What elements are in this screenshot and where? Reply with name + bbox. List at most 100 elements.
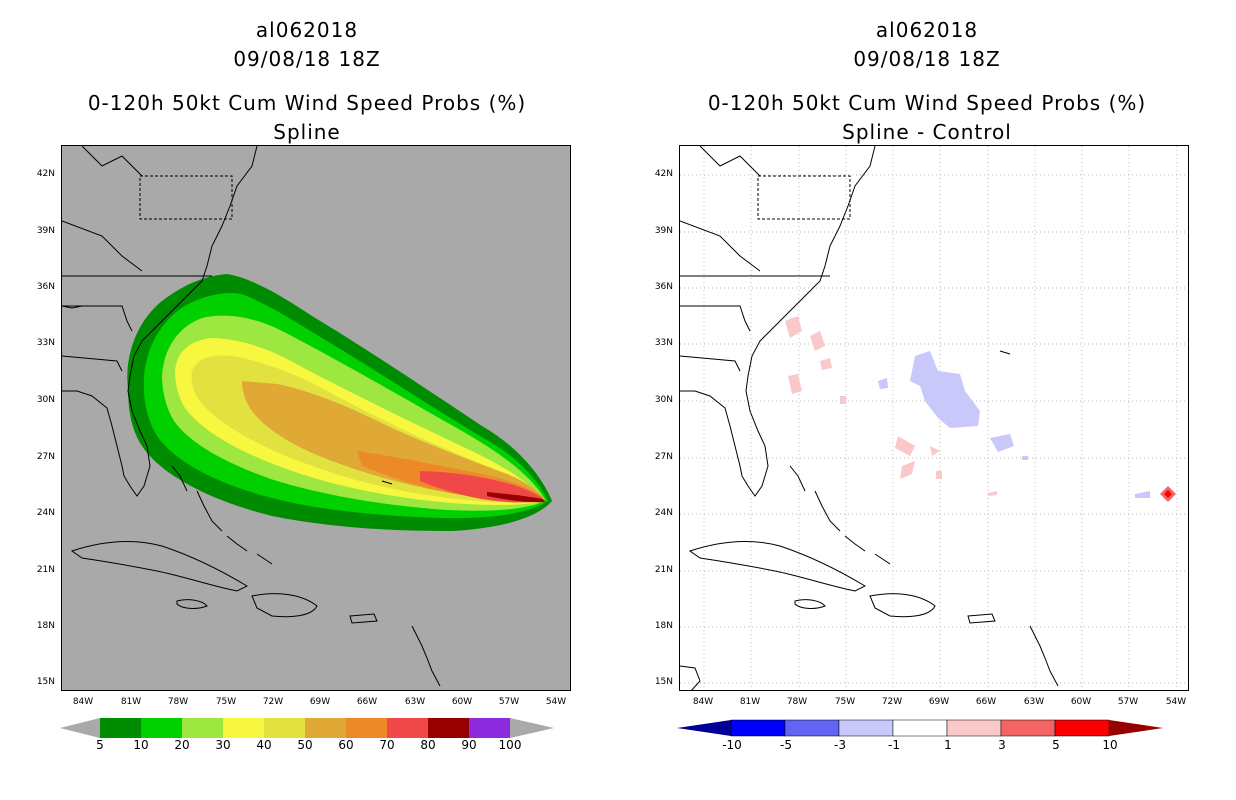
left-colorbar-cells xyxy=(100,718,510,738)
left-colorbar-cell xyxy=(387,718,428,738)
diff-positive-patch xyxy=(785,316,802,338)
lon-label: 54W xyxy=(545,697,567,707)
right-coastlines xyxy=(680,146,1059,690)
lon-label: 54W xyxy=(1165,697,1187,707)
right-colorbar-cells xyxy=(677,719,1163,737)
right-storm-id: al062018 xyxy=(875,18,979,42)
right-cbar-label: 3 xyxy=(998,738,1006,752)
diff-negative-patch xyxy=(910,351,980,428)
diff-positive-patch xyxy=(936,471,942,479)
lat-label: 18N xyxy=(654,621,673,631)
right-cbar-label: 1 xyxy=(944,738,952,752)
lon-label: 69W xyxy=(928,697,950,707)
right-cbar-label: 10 xyxy=(1102,738,1118,752)
right-datetime: 09/08/18 18Z xyxy=(853,47,1001,71)
lon-label: 81W xyxy=(739,697,761,707)
diff-negative-patch xyxy=(990,434,1014,452)
left-storm-id: al062018 xyxy=(255,18,359,42)
diff-positive-patch xyxy=(895,436,915,456)
right-product-title: 0-120h 50kt Cum Wind Speed Probs (%) xyxy=(707,91,1147,115)
lat-label: 21N xyxy=(36,565,55,575)
lon-label: 75W xyxy=(834,697,856,707)
left-product-title: 0-120h 50kt Cum Wind Speed Probs (%) xyxy=(87,91,527,115)
right-colorbar-cell xyxy=(1000,719,1056,737)
right-cbar-label: 5 xyxy=(1052,738,1060,752)
lon-label: 63W xyxy=(1023,697,1045,707)
right-colorbar-cell xyxy=(1054,719,1110,737)
right-cbar-label: -3 xyxy=(834,738,846,752)
lat-label: 30N xyxy=(36,395,55,405)
left-colorbar-cell xyxy=(469,718,510,738)
lat-label: 33N xyxy=(36,338,55,348)
diff-negative-patch xyxy=(1135,491,1150,498)
left-cbar-label: 10 xyxy=(133,738,149,752)
right-colorbar-cell xyxy=(892,719,948,737)
lat-label: 39N xyxy=(654,226,673,236)
left-colorbar-cell xyxy=(305,718,346,738)
diff-negative-patch xyxy=(1022,456,1028,460)
lon-label: 84W xyxy=(72,697,94,707)
lon-label: 60W xyxy=(1070,697,1092,707)
lat-label: 21N xyxy=(654,565,673,575)
lon-label: 66W xyxy=(975,697,997,707)
diff-negative-patch xyxy=(878,378,888,389)
right-colorbar-cell xyxy=(1109,720,1163,736)
left-map xyxy=(61,145,571,691)
lat-label: 33N xyxy=(654,338,673,348)
lat-label: 18N xyxy=(36,621,55,631)
left-cbar-label: 50 xyxy=(297,738,313,752)
left-cbar-label: 5 xyxy=(96,738,104,752)
right-cbar-label: -5 xyxy=(780,738,792,752)
lon-label: 69W xyxy=(309,697,331,707)
lat-label: 27N xyxy=(36,452,55,462)
right-subtitle: Spline - Control xyxy=(842,120,1012,144)
diff-positive-patch xyxy=(820,358,832,370)
left-subtitle: Spline xyxy=(273,120,341,144)
left-colorbar xyxy=(60,718,554,738)
right-grid xyxy=(680,146,1188,690)
right-colorbar-cell xyxy=(838,719,894,737)
left-colorbar-cell xyxy=(428,718,469,738)
diff-positive-patch xyxy=(930,446,940,456)
lon-label: 78W xyxy=(167,697,189,707)
left-colorbar-cell xyxy=(182,718,223,738)
lat-label: 36N xyxy=(36,282,55,292)
left-colorbar-high-arrow xyxy=(510,718,554,738)
lat-label: 30N xyxy=(654,395,673,405)
diff-positive-patch xyxy=(810,331,825,351)
diff-positive-patch xyxy=(788,374,802,394)
lon-label: 57W xyxy=(498,697,520,707)
right-colorbar-cell xyxy=(730,719,786,737)
lon-label: 78W xyxy=(786,697,808,707)
diff-hotspot-inner xyxy=(1164,490,1172,498)
lon-label: 72W xyxy=(881,697,903,707)
prob-contour-80 xyxy=(487,492,546,503)
left-colorbar-low-arrow xyxy=(60,718,100,738)
lon-label: 84W xyxy=(692,697,714,707)
right-cbar-label: -1 xyxy=(888,738,900,752)
lon-label: 72W xyxy=(262,697,284,707)
left-colorbar-cell xyxy=(264,718,305,738)
left-cbar-label: 60 xyxy=(338,738,354,752)
right-colorbar-cell xyxy=(946,719,1002,737)
right-map xyxy=(679,145,1189,691)
prob-contour-50 xyxy=(242,381,544,502)
lon-label: 81W xyxy=(120,697,142,707)
left-colorbar-cell xyxy=(100,718,141,738)
left-cbar-label: 90 xyxy=(461,738,477,752)
lat-label: 36N xyxy=(654,282,673,292)
lat-label: 24N xyxy=(36,508,55,518)
lat-label: 42N xyxy=(36,169,55,179)
left-cbar-label: 100 xyxy=(498,738,522,752)
left-map-svg xyxy=(62,146,552,687)
left-cbar-label: 70 xyxy=(379,738,395,752)
lon-label: 57W xyxy=(1117,697,1139,707)
lat-label: 15N xyxy=(654,677,673,687)
right-colorbar xyxy=(677,719,1163,737)
lat-label: 42N xyxy=(654,169,673,179)
left-cbar-label: 20 xyxy=(174,738,190,752)
lon-label: 66W xyxy=(356,697,378,707)
lat-label: 15N xyxy=(36,677,55,687)
left-cbar-label: 30 xyxy=(215,738,231,752)
lat-label: 24N xyxy=(654,508,673,518)
